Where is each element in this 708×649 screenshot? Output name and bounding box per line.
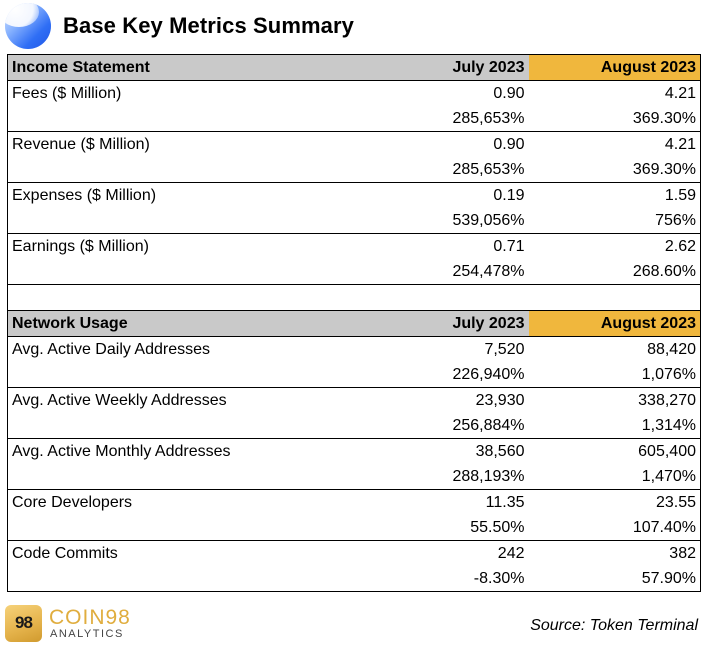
table-row: Revenue ($ Million) 0.90 4.21 <box>7 131 701 157</box>
table-row: Code Commits 242 382 <box>7 540 701 566</box>
brand-name: COIN98 <box>49 606 131 629</box>
table-row: 256,884% 1,314% <box>7 413 701 439</box>
aug-value: 88,420 <box>528 336 701 362</box>
aug-change: 756% <box>528 208 701 234</box>
aug-change: 369.30% <box>528 106 701 132</box>
network-header-aug: August 2023 <box>528 310 701 337</box>
table-row: Avg. Active Daily Addresses 7,520 88,420 <box>7 336 701 362</box>
metric-label: Fees ($ Million) <box>7 80 355 106</box>
header: Base Key Metrics Summary <box>0 0 708 52</box>
jul-change: 55.50% <box>354 515 529 541</box>
table-row: 254,478% 268.60% <box>7 259 701 285</box>
jul-value: 7,520 <box>354 336 529 362</box>
table-row: Expenses ($ Million) 0.19 1.59 <box>7 182 701 208</box>
jul-change: 226,940% <box>354 362 529 388</box>
aug-value: 382 <box>528 540 701 566</box>
table-row: Avg. Active Weekly Addresses 23,930 338,… <box>7 387 701 413</box>
aug-change: 107.40% <box>528 515 701 541</box>
aug-change: 57.90% <box>528 566 701 592</box>
jul-change: 539,056% <box>354 208 529 234</box>
jul-change: 256,884% <box>354 413 529 439</box>
metric-label: Avg. Active Daily Addresses <box>7 336 355 362</box>
jul-value: 242 <box>354 540 529 566</box>
jul-value: 0.19 <box>354 182 529 208</box>
aug-change: 268.60% <box>528 259 701 285</box>
aug-value: 605,400 <box>528 438 701 464</box>
jul-value: 0.90 <box>354 131 529 157</box>
table-row: 285,653% 369.30% <box>7 157 701 183</box>
income-header-row: Income Statement July 2023 August 2023 <box>7 54 701 81</box>
table-row: Core Developers 11.35 23.55 <box>7 489 701 515</box>
metric-label: Expenses ($ Million) <box>7 182 355 208</box>
aug-value: 1.59 <box>528 182 701 208</box>
brand-subtitle: ANALYTICS <box>50 628 124 640</box>
base-logo-icon <box>5 3 51 49</box>
metric-label: Code Commits <box>7 540 355 566</box>
table-row: 226,940% 1,076% <box>7 362 701 388</box>
network-header-row: Network Usage July 2023 August 2023 <box>7 310 701 337</box>
aug-change: 1,076% <box>528 362 701 388</box>
aug-value: 23.55 <box>528 489 701 515</box>
metrics-table: Income Statement July 2023 August 2023 F… <box>7 54 701 592</box>
aug-change: 369.30% <box>528 157 701 183</box>
jul-change: 285,653% <box>354 106 529 132</box>
aug-value: 4.21 <box>528 131 701 157</box>
metric-label: Earnings ($ Million) <box>7 233 355 259</box>
aug-change: 1,470% <box>528 464 701 490</box>
coin98-logo-icon: 98 <box>5 605 42 642</box>
income-header-aug: August 2023 <box>528 54 701 81</box>
jul-value: 23,930 <box>354 387 529 413</box>
table-row: Avg. Active Monthly Addresses 38,560 605… <box>7 438 701 464</box>
income-header-label: Income Statement <box>7 54 355 81</box>
table-row: -8.30% 57.90% <box>7 566 701 592</box>
table-row: 288,193% 1,470% <box>7 464 701 490</box>
metric-label: Avg. Active Monthly Addresses <box>7 438 355 464</box>
table-row: 539,056% 756% <box>7 208 701 234</box>
page-title: Base Key Metrics Summary <box>63 13 354 38</box>
aug-value: 4.21 <box>528 80 701 106</box>
table-row: 285,653% 369.30% <box>7 106 701 132</box>
jul-change: -8.30% <box>354 566 529 592</box>
aug-value: 338,270 <box>528 387 701 413</box>
network-header-label: Network Usage <box>7 310 355 337</box>
table-row: Fees ($ Million) 0.90 4.21 <box>7 80 701 106</box>
network-header-jul: July 2023 <box>354 310 529 337</box>
jul-value: 0.71 <box>354 233 529 259</box>
table-row: 55.50% 107.40% <box>7 515 701 541</box>
source-note: Source: Token Terminal <box>530 617 698 634</box>
income-header-jul: July 2023 <box>354 54 529 81</box>
aug-value: 2.62 <box>528 233 701 259</box>
metric-label: Avg. Active Weekly Addresses <box>7 387 355 413</box>
jul-value: 38,560 <box>354 438 529 464</box>
coin98-logo-glyph: 98 <box>15 613 33 632</box>
table-row: Earnings ($ Million) 0.71 2.62 <box>7 233 701 259</box>
jul-value: 11.35 <box>354 489 529 515</box>
jul-change: 288,193% <box>354 464 529 490</box>
metric-label: Revenue ($ Million) <box>7 131 355 157</box>
jul-change: 254,478% <box>354 259 529 285</box>
aug-change: 1,314% <box>528 413 701 439</box>
jul-change: 285,653% <box>354 157 529 183</box>
jul-value: 0.90 <box>354 80 529 106</box>
spacer-row <box>7 284 701 311</box>
metric-label: Core Developers <box>7 489 355 515</box>
